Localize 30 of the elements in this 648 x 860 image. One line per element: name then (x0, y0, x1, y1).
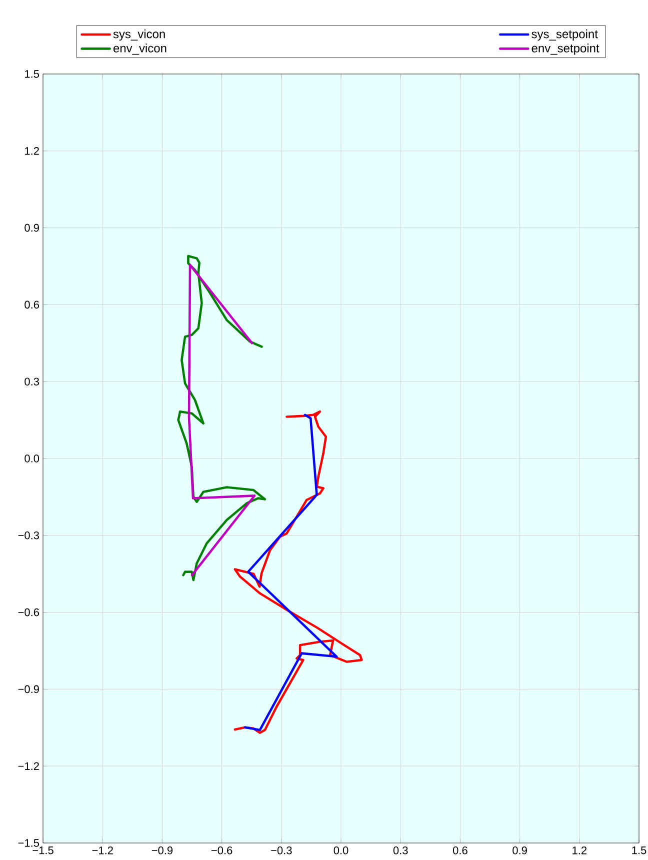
x-tick-label: −0.3 (271, 846, 292, 854)
x-tick-label: −0.9 (152, 846, 173, 854)
legend-label: env_setpoint (532, 44, 600, 55)
y-tick-label: −0.6 (18, 608, 40, 616)
y-tick-label: 0.0 (24, 454, 40, 462)
line-series (177, 254, 266, 582)
x-tick-label: 1.2 (572, 846, 586, 854)
x-tick-label: 1.5 (632, 846, 646, 854)
line-series (188, 264, 256, 576)
y-tick-label: −1.5 (18, 839, 40, 847)
x-tick-label: −0.6 (211, 846, 232, 854)
y-tick-label: 1.5 (25, 70, 40, 78)
line-series (234, 410, 363, 734)
line-series (244, 414, 338, 732)
x-tick-label: 0.9 (512, 846, 527, 854)
y-tick-label: 0.9 (24, 224, 39, 232)
x-tick-label: −1.5 (32, 846, 54, 854)
legend-label: sys_vicon (113, 29, 165, 41)
x-tick-label: −1.2 (92, 846, 113, 854)
y-tick-label: 0.6 (24, 300, 40, 309)
y-tick-label: −0.3 (18, 531, 40, 540)
x-tick-label: 0.3 (393, 846, 408, 854)
y-tick-label: 0.3 (24, 378, 40, 386)
y-tick-label: −0.9 (18, 685, 39, 694)
y-tick-label: 1.2 (25, 147, 39, 155)
x-tick-label: 0.6 (452, 846, 468, 854)
legend-label: sys_setpoint (532, 29, 598, 41)
x-tick-label: 0.0 (334, 846, 348, 854)
legend-label: env_vicon (113, 44, 166, 55)
y-tick-label: −1.2 (18, 762, 39, 770)
